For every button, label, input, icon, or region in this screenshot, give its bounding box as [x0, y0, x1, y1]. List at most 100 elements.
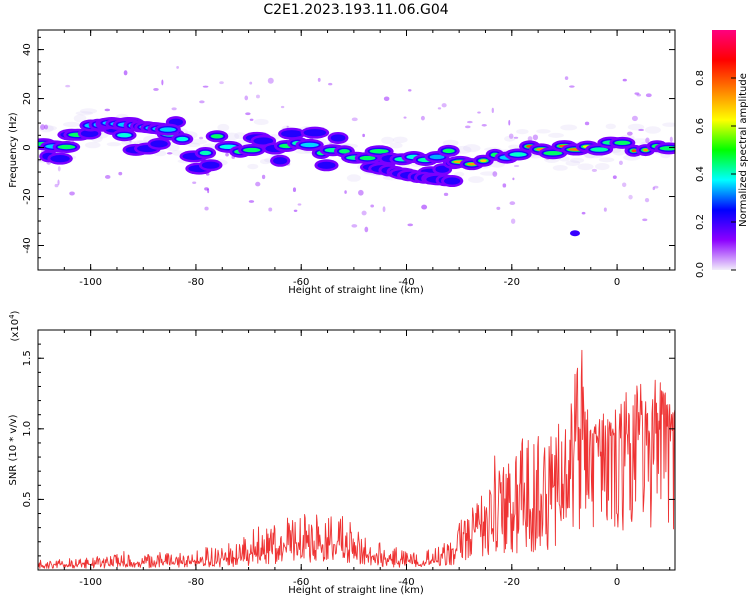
spectrogram-speckle: [205, 172, 210, 176]
snr-panel: -100 -80 -60 -40 -20 0 0.5 1.0 1.5 Height of str…: [8, 310, 676, 596]
spectrogram-halo: [253, 118, 269, 126]
spectrogram-halo: [536, 129, 551, 134]
spectrogram-halo: [516, 128, 529, 135]
spectrogram-speckle: [477, 111, 481, 114]
spectrogram-speckle: [508, 119, 511, 126]
spectrogram-halo: [389, 142, 403, 149]
spectrogram-blob-core: [117, 133, 132, 138]
figure-title: C2E1.2023.193.11.06.G04: [263, 2, 448, 18]
spectrogram-ytick-label: -20: [22, 188, 33, 204]
snr-multiplier: (x104): [8, 310, 21, 341]
spectrogram-halo: [577, 163, 594, 171]
spectrogram-ytick-label: 0: [22, 144, 33, 150]
spectrogram-speckle: [199, 136, 204, 140]
spectrogram-speckle: [496, 206, 501, 210]
spectrogram-halo: [644, 126, 661, 134]
spectrogram-speckle: [54, 183, 59, 188]
spectrogram-speckle: [618, 160, 623, 165]
spectrogram-speckle: [171, 107, 177, 111]
spectrogram-speckle: [591, 168, 598, 172]
spectrogram-speckle: [255, 181, 261, 187]
spectrogram-blob-core: [168, 118, 184, 126]
spectrogram-blob-core: [444, 177, 461, 185]
spectrogram-branch: [79, 117, 181, 136]
spectrogram-speckle: [176, 65, 179, 69]
spectrogram-halo: [631, 138, 650, 144]
spectrogram-halo: [560, 124, 578, 131]
spectrogram-halo: [346, 174, 361, 182]
spectrogram-speckle: [492, 171, 498, 177]
spectrogram-halo: [570, 157, 585, 163]
spectrogram-blob-peak: [480, 159, 487, 163]
spectrogram-speckle: [105, 175, 111, 179]
spectrogram-speckle: [631, 115, 638, 122]
spectrogram-xtick-label: -60: [293, 277, 309, 288]
spectrogram-blob-core: [199, 150, 212, 156]
spectrogram-halo: [463, 144, 481, 153]
spectrogram-halo: [662, 122, 675, 127]
spectrogram-speckle: [642, 218, 648, 222]
spectrogram-speckle: [297, 203, 302, 206]
spectrogram-halo: [259, 158, 271, 165]
spectrogram-halo: [187, 142, 201, 148]
spectrogram-blob-core: [57, 144, 76, 150]
snr-plot-area: [38, 330, 675, 570]
spectrogram-speckle: [202, 85, 209, 88]
colorbar-tick-label: 0.6: [695, 118, 706, 134]
spectrogram-speckle: [581, 211, 586, 215]
spectrogram-xtick-label: -100: [79, 277, 102, 288]
spectrogram-speckle: [328, 82, 333, 86]
spectrogram-ylabel: Frequency (Hz): [8, 112, 19, 188]
spectrogram-halo: [598, 157, 615, 163]
spectrogram-frame: [37, 29, 676, 271]
spectrogram-speckle: [420, 115, 425, 121]
snr-xtick-label: 0: [614, 577, 620, 588]
spectrogram-band: [38, 116, 675, 179]
spectrogram-blob-core: [330, 134, 346, 142]
spectrogram-speckle: [491, 107, 494, 114]
spectrogram-speckle: [382, 206, 386, 213]
spectrogram-halo: [62, 121, 81, 128]
spectrogram-speckle: [249, 81, 253, 85]
snr-ticks: -100 -80 -60 -40 -20 0 0.5 1.0 1.5: [22, 330, 675, 588]
spectrogram-speckle: [362, 133, 365, 138]
spectrogram-speckle: [161, 79, 164, 86]
spectrogram-speckle: [123, 70, 128, 76]
spectrogram-speckle: [166, 152, 173, 155]
spectrogram-speckle: [104, 108, 111, 112]
spectrogram-isolated-blob: [569, 230, 580, 237]
spectrogram-blob-core: [359, 155, 376, 161]
spectrogram-blob-core: [253, 137, 274, 145]
spectrogram-panel: -100 -80 -60 -40 -20 0 -40 -20 0 20 40 Height of s…: [8, 29, 676, 296]
spectrogram-speckle: [351, 224, 358, 228]
spectrogram-halo: [73, 114, 87, 123]
spectrogram-speckle: [118, 171, 123, 176]
spectrogram-blob-core: [435, 165, 450, 173]
spectrogram-blob-core: [210, 134, 224, 139]
snr-ylabel: SNR (10 * v/v): [8, 414, 19, 485]
spectrogram-speckle: [344, 190, 347, 194]
spectrogram-blob-core: [150, 140, 168, 148]
spectrogram-speckle: [645, 137, 650, 144]
spectrogram-branch: [359, 161, 464, 188]
spectrogram-halo: [171, 149, 183, 156]
spectrogram-speckle: [408, 89, 412, 92]
colorbar-tick-label: 0.8: [695, 70, 706, 86]
snr-xtick-label: -80: [188, 577, 204, 588]
spectrogram-blob-core: [176, 136, 189, 142]
spectrogram-speckle: [481, 123, 487, 127]
spectrogram-speckle: [69, 191, 75, 196]
spectrogram-ytick-label: -40: [22, 237, 33, 253]
spectrogram-halo: [224, 132, 240, 141]
spectrogram-speckle: [669, 136, 673, 143]
spectrogram-speckle: [653, 185, 659, 189]
spectrogram-speckle: [248, 200, 255, 203]
spectrogram-speckle: [370, 204, 374, 208]
spectrogram-blob-core: [590, 147, 609, 152]
spectrogram-speckle: [502, 183, 507, 188]
spectrogram-speckle: [464, 125, 471, 129]
spectrogram-halo: [565, 160, 581, 166]
snr-series-line: [38, 349, 675, 569]
snr-xlabel: Height of straight line (km): [288, 585, 424, 596]
